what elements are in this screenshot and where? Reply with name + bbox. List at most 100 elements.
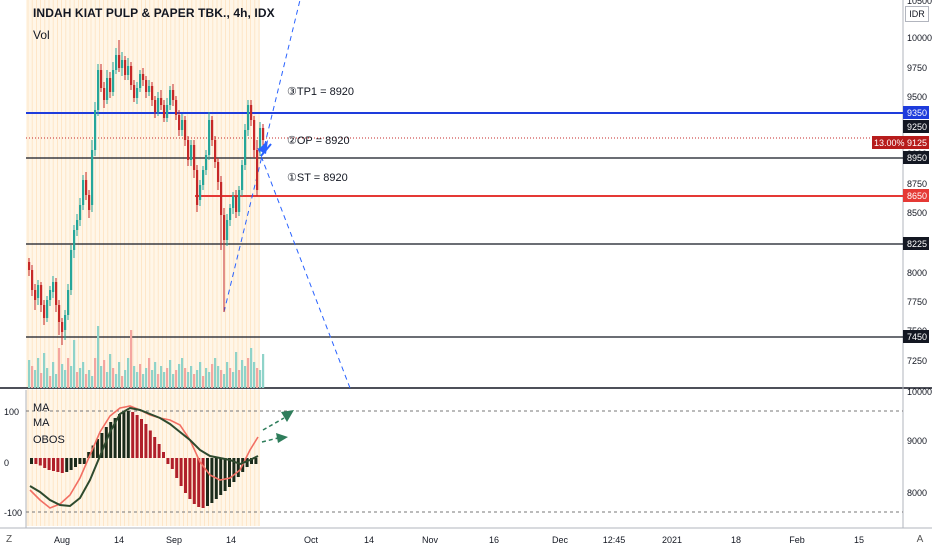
price-tick-top: 10500	[907, 0, 932, 6]
volume-bar	[46, 368, 49, 388]
osc-bar	[157, 444, 161, 458]
time-axis[interactable]: Aug 14 Sep 14 Oct 14 Nov 16 Dec 12:45 2021 18 Feb 15	[54, 535, 864, 545]
candle-body	[76, 220, 79, 230]
candle-body	[247, 105, 250, 130]
candle-body	[31, 270, 34, 290]
osc-bar	[100, 433, 104, 458]
volume-bar	[217, 366, 220, 388]
osc-bar	[197, 458, 201, 507]
candle-body	[193, 145, 196, 170]
candle-body	[121, 60, 124, 68]
volume-bar	[67, 358, 70, 388]
volume-bars	[28, 326, 265, 388]
time-tick-label: 15	[854, 535, 864, 545]
candle-body	[40, 285, 43, 305]
volume-bar	[64, 370, 67, 388]
candle-body	[109, 78, 112, 92]
volume-bar	[100, 366, 103, 388]
osc-bar	[175, 458, 179, 478]
candle-body	[145, 80, 148, 92]
candle-body	[244, 130, 247, 165]
osc-bar	[47, 458, 51, 470]
annotation-tp1[interactable]: ③TP1 = 8920	[287, 86, 355, 98]
osc-bar	[78, 458, 82, 464]
osc-bar	[254, 458, 258, 464]
candle-body	[166, 105, 169, 118]
volume-bar	[211, 364, 214, 388]
candle-body	[157, 98, 160, 112]
candle-body	[43, 305, 46, 318]
time-tick-label: Dec	[552, 535, 569, 545]
volume-bar	[73, 340, 76, 388]
price-tick-label: 10000	[907, 33, 932, 43]
osc-bar	[166, 458, 170, 464]
osc-bar	[52, 458, 55, 471]
volume-bar	[88, 370, 91, 388]
candle-body	[262, 128, 265, 140]
osc-bar	[206, 458, 209, 506]
volume-bar	[49, 376, 52, 388]
osc-bar	[162, 452, 165, 458]
osc-bar	[60, 458, 64, 473]
annotation-st[interactable]: ①ST = 8920	[287, 172, 348, 184]
price-badge-label: 8650	[907, 191, 927, 201]
candle-body	[226, 220, 229, 240]
price-badge-label: 7450	[907, 332, 927, 342]
volume-bar	[172, 374, 175, 388]
candle-body	[55, 282, 58, 305]
osc-label-ma: MA	[33, 402, 50, 414]
time-tick-label: Nov	[422, 535, 439, 545]
price-badge	[903, 330, 929, 343]
volume-bar	[190, 366, 193, 388]
volume-bar	[205, 368, 208, 388]
volume-bar	[106, 372, 109, 388]
volume-bar	[229, 368, 232, 388]
candle-body	[160, 98, 163, 105]
candle-body	[136, 88, 139, 98]
volume-bar	[43, 353, 46, 388]
candle-body	[154, 100, 157, 112]
candle-body	[85, 180, 88, 195]
candle-body	[202, 170, 205, 185]
candle-body	[112, 70, 115, 92]
oscillator-histogram	[30, 411, 258, 508]
price-badge-label: 9125	[907, 138, 927, 148]
volume-bar	[130, 330, 133, 388]
volume-bar	[238, 370, 241, 388]
price-badge	[903, 189, 929, 202]
osc-bar	[245, 458, 249, 467]
osc-bar	[56, 458, 60, 472]
osc-bar	[135, 415, 139, 458]
annotation-op[interactable]: ②OP = 8920	[287, 135, 350, 147]
time-tick-label: 16	[489, 535, 499, 545]
price-tick-label: 9750	[907, 63, 927, 73]
currency-tag[interactable]: IDR	[905, 6, 929, 22]
price-tick-label: 8750	[907, 179, 927, 189]
osc-left-tick: 0	[4, 458, 9, 468]
time-tick-label: 14	[364, 535, 374, 545]
volume-bar	[94, 358, 97, 388]
volume-bar	[148, 358, 151, 388]
candle-body	[127, 66, 130, 75]
price-badge	[903, 237, 929, 250]
volume-bar	[82, 362, 85, 388]
auto-scale-button[interactable]: A	[916, 534, 924, 545]
volume-bar	[262, 354, 265, 388]
osc-bar	[179, 458, 183, 486]
osc-arrow-icon-2	[262, 410, 294, 431]
trend-dash-down[interactable]	[257, 147, 351, 389]
osc-bar	[74, 458, 77, 467]
osc-bar	[188, 458, 192, 499]
volume-bar	[55, 374, 58, 388]
osc-bar	[219, 458, 223, 495]
entry-arrow-icon[interactable]	[258, 140, 272, 157]
volume-bar	[181, 358, 184, 388]
osc-bar	[34, 458, 38, 464]
timezone-button[interactable]: Z	[5, 534, 13, 545]
candle-body	[70, 250, 73, 290]
price-axis[interactable]: 1000097509500925090008750850082508000775…	[907, 0, 932, 366]
candle-body	[184, 120, 187, 140]
volume-bar	[118, 362, 121, 388]
osc-bar	[69, 458, 73, 470]
